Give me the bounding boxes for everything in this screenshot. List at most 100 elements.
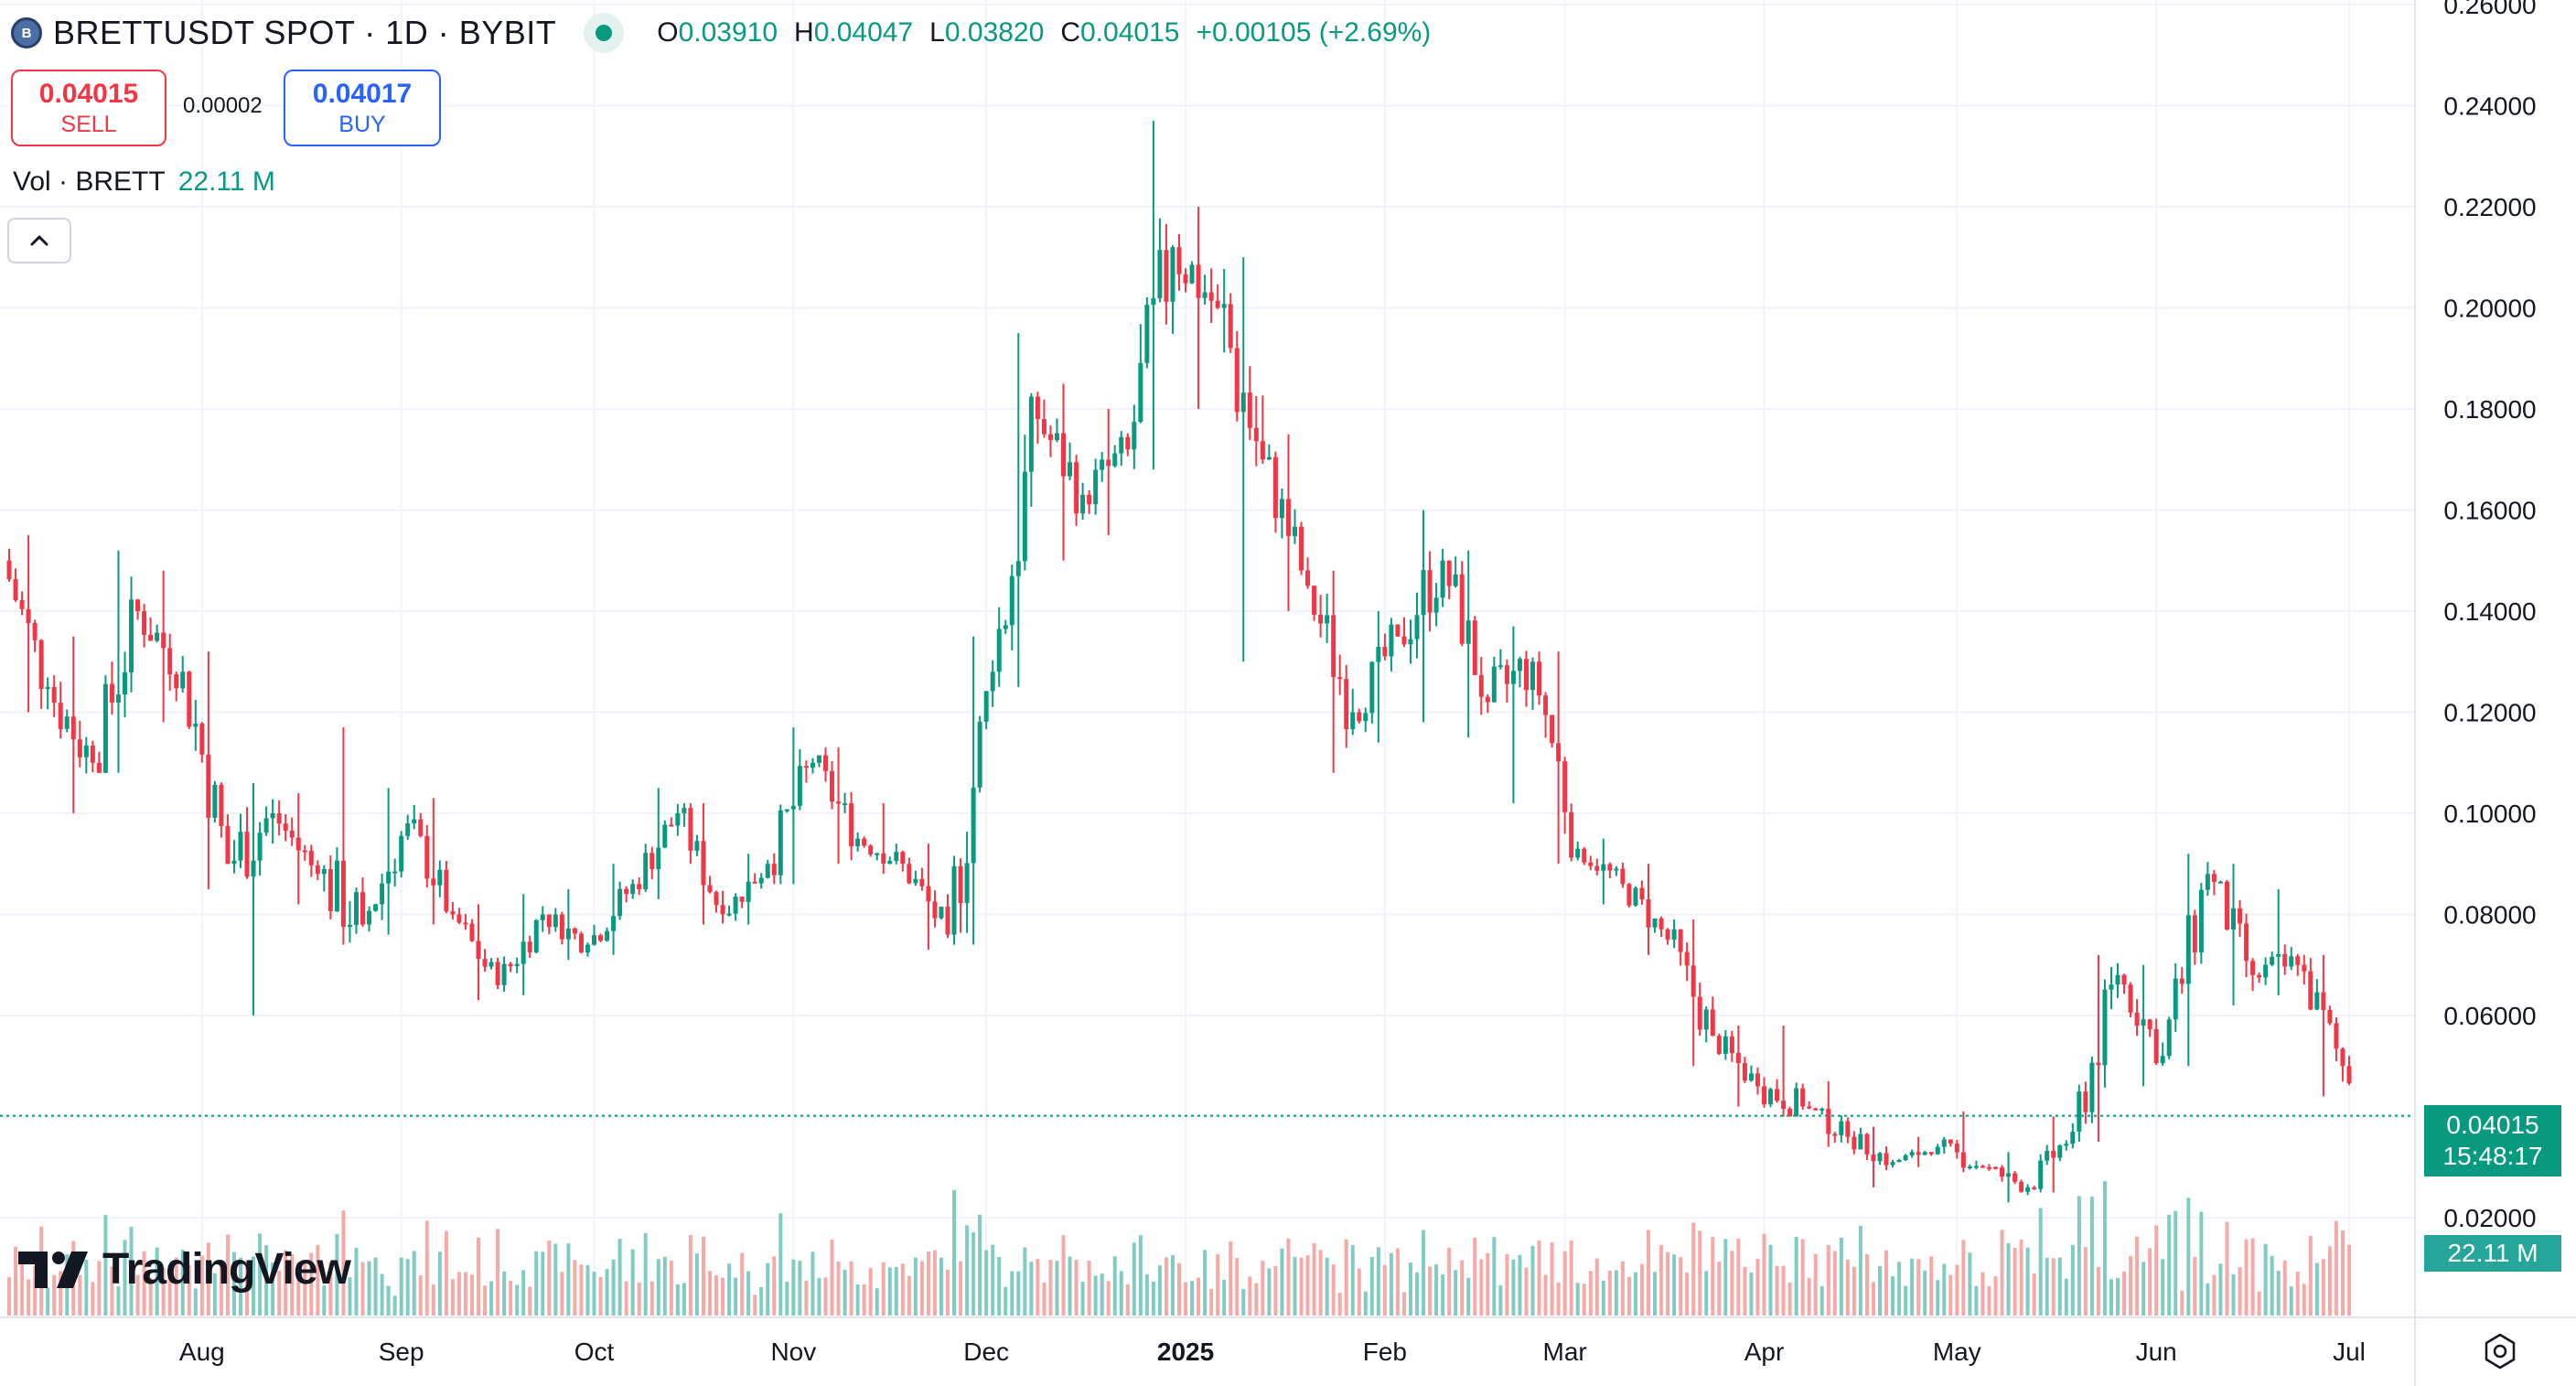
candle-body xyxy=(2000,1167,2005,1177)
time-tick-label: Dec xyxy=(963,1338,1009,1366)
candle-body xyxy=(2012,1173,2018,1182)
volume-bar xyxy=(1010,1271,1014,1316)
candle-body xyxy=(1775,1089,1780,1101)
candle-body xyxy=(1022,471,1027,562)
volume-bar xyxy=(1864,1253,1869,1316)
candle-body xyxy=(1768,1089,1774,1105)
candle-body xyxy=(1819,1108,1825,1111)
volume-bar xyxy=(437,1252,442,1316)
volume-bar xyxy=(1929,1256,1934,1316)
volume-bar xyxy=(2161,1259,2165,1316)
candle-body xyxy=(2289,956,2294,967)
volume-bar xyxy=(59,1271,63,1316)
volume-bar xyxy=(2289,1286,2293,1316)
volume-bar xyxy=(617,1239,622,1316)
candle-body xyxy=(1658,919,1664,929)
volume-bar xyxy=(2038,1208,2043,1316)
volume-bar xyxy=(553,1243,558,1316)
candle-body xyxy=(1087,494,1092,505)
candle-body xyxy=(746,881,751,902)
price-tick-label: 0.12000 xyxy=(2443,699,2536,727)
candle-body xyxy=(174,674,179,689)
volume-bar xyxy=(1582,1284,1586,1316)
buy-button[interactable]: 0.04017 BUY xyxy=(284,70,441,146)
volume-bar xyxy=(2231,1274,2236,1316)
candle-body xyxy=(1453,574,1458,586)
volume-bar xyxy=(1614,1270,1618,1316)
sell-button[interactable]: 0.04015 SELL xyxy=(11,70,166,146)
volume-bar xyxy=(341,1210,346,1316)
change-value: +0.00105 (+2.69%) xyxy=(1196,17,1432,48)
candle-body xyxy=(289,831,295,838)
time-axis[interactable]: Aug Sep Oct Nov Dec 2025 Feb Mar Apr May Jun Jul xyxy=(0,1316,2576,1366)
candle-body xyxy=(180,672,186,689)
candle-body xyxy=(1992,1166,1998,1169)
candle-body xyxy=(1395,624,1401,637)
candle-body xyxy=(951,865,957,935)
tradingview-watermark[interactable]: TradingView xyxy=(18,1244,351,1295)
volume-bar xyxy=(1871,1282,1875,1316)
candle-body xyxy=(2153,1028,2159,1064)
candle-body xyxy=(726,913,732,916)
volume-bar xyxy=(1235,1258,1240,1316)
candle-body xyxy=(270,813,275,819)
volume-bar xyxy=(1916,1259,1921,1316)
volume-legend-label: Vol · BRETT xyxy=(13,167,166,197)
candle-body xyxy=(836,801,842,804)
volume-bar xyxy=(489,1281,494,1316)
price-axis[interactable]: 0.26000 0.24000 0.22000 0.20000 0.18000 0.160… xyxy=(2414,0,2537,1386)
candle-body xyxy=(1716,1036,1722,1054)
price-tick-label: 0.22000 xyxy=(2443,193,2536,221)
market-status-indicator[interactable] xyxy=(584,13,625,53)
candle-body xyxy=(302,850,307,853)
price-tick-label: 0.18000 xyxy=(2443,395,2536,424)
candle-body xyxy=(437,869,443,886)
candle-body xyxy=(758,877,764,884)
volume-bar xyxy=(1961,1240,1966,1316)
volume-bar xyxy=(541,1252,545,1316)
volume-bar xyxy=(1254,1283,1259,1316)
candle-body xyxy=(360,892,366,925)
volume-bar xyxy=(2045,1257,2049,1316)
candle-body xyxy=(456,914,462,923)
collapse-legend-button[interactable] xyxy=(7,218,71,263)
candle-body xyxy=(1723,1036,1728,1054)
candle-body xyxy=(983,691,989,722)
volume-bar xyxy=(2250,1238,2255,1316)
volume-bar xyxy=(2102,1181,2107,1316)
volume-bar xyxy=(52,1274,57,1316)
candle-body xyxy=(102,683,108,773)
gear-icon[interactable] xyxy=(2481,1332,2519,1370)
symbol-title[interactable]: BRETTUSDT SPOT · 1D · BYBIT xyxy=(53,14,557,51)
volume-legend[interactable]: Vol · BRETT 22.11 M xyxy=(13,167,275,198)
candle-body xyxy=(1839,1121,1844,1135)
volume-bar xyxy=(836,1261,841,1316)
volume-bar xyxy=(2129,1256,2133,1316)
volume-bar xyxy=(2244,1239,2249,1316)
volume-bar xyxy=(418,1275,423,1316)
candle-body xyxy=(926,886,931,902)
candle-body xyxy=(501,963,507,985)
volume-bar xyxy=(1241,1289,1246,1316)
candle-body xyxy=(45,686,50,690)
volume-bar xyxy=(2141,1262,2146,1316)
candle-body xyxy=(476,940,481,960)
chart-grid xyxy=(0,0,2415,1317)
candle-body xyxy=(701,841,706,886)
volume-bar xyxy=(1537,1240,1541,1316)
volume-bar xyxy=(585,1264,590,1316)
candle-body xyxy=(1112,453,1118,467)
candle-body xyxy=(1299,526,1304,571)
volume-bar xyxy=(515,1284,520,1316)
volume-bar xyxy=(611,1259,616,1316)
close-label: C xyxy=(1060,17,1080,48)
volume-bar xyxy=(592,1272,596,1316)
candle-body xyxy=(1363,713,1368,722)
volume-bar xyxy=(1659,1244,1664,1316)
candle-body xyxy=(1954,1143,1959,1153)
brett-coin-icon[interactable]: B xyxy=(11,17,42,48)
volume-bar xyxy=(199,1255,204,1316)
candle-body xyxy=(1170,247,1175,302)
candle-body xyxy=(2089,1062,2095,1112)
